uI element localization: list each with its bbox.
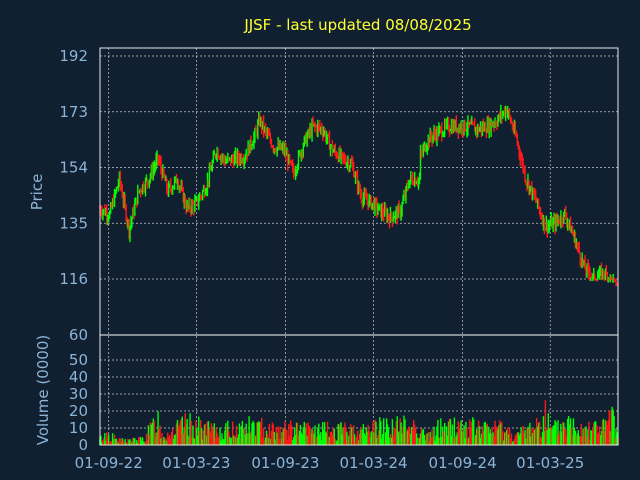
volume-tick-label: 50 (69, 351, 88, 369)
x-tick-label: 01-09-22 (75, 454, 143, 472)
x-tick-label: 01-09-23 (251, 454, 319, 472)
volume-tick-label: 0 (78, 436, 88, 454)
volume-tick-label: 20 (69, 402, 88, 420)
price-tick-label: 116 (59, 270, 88, 288)
x-tick-label: 01-09-24 (429, 454, 497, 472)
x-tick-label: 01-03-25 (516, 454, 584, 472)
price-tick-label: 154 (59, 159, 88, 177)
price-axis-label: Price (28, 174, 46, 211)
x-tick-label: 01-03-23 (162, 454, 230, 472)
volume-bars (99, 400, 619, 445)
chart-title: JJSF - last updated 08/08/2025 (243, 16, 471, 34)
price-tick-label: 135 (59, 214, 88, 232)
volume-tick-label: 40 (69, 368, 88, 386)
volume-tick-label: 10 (69, 419, 88, 437)
x-tick-label: 01-03-24 (339, 454, 407, 472)
volume-axis-label: Volume (0000) (34, 335, 52, 445)
price-tick-label: 60 (69, 326, 88, 344)
price-tick-label: 173 (59, 103, 88, 121)
price-tick-label: 192 (59, 47, 88, 65)
volume-tick-label: 30 (69, 385, 88, 403)
grid-lines (100, 48, 618, 445)
volume-panel-frame (99, 334, 619, 446)
price-candles (99, 104, 619, 287)
